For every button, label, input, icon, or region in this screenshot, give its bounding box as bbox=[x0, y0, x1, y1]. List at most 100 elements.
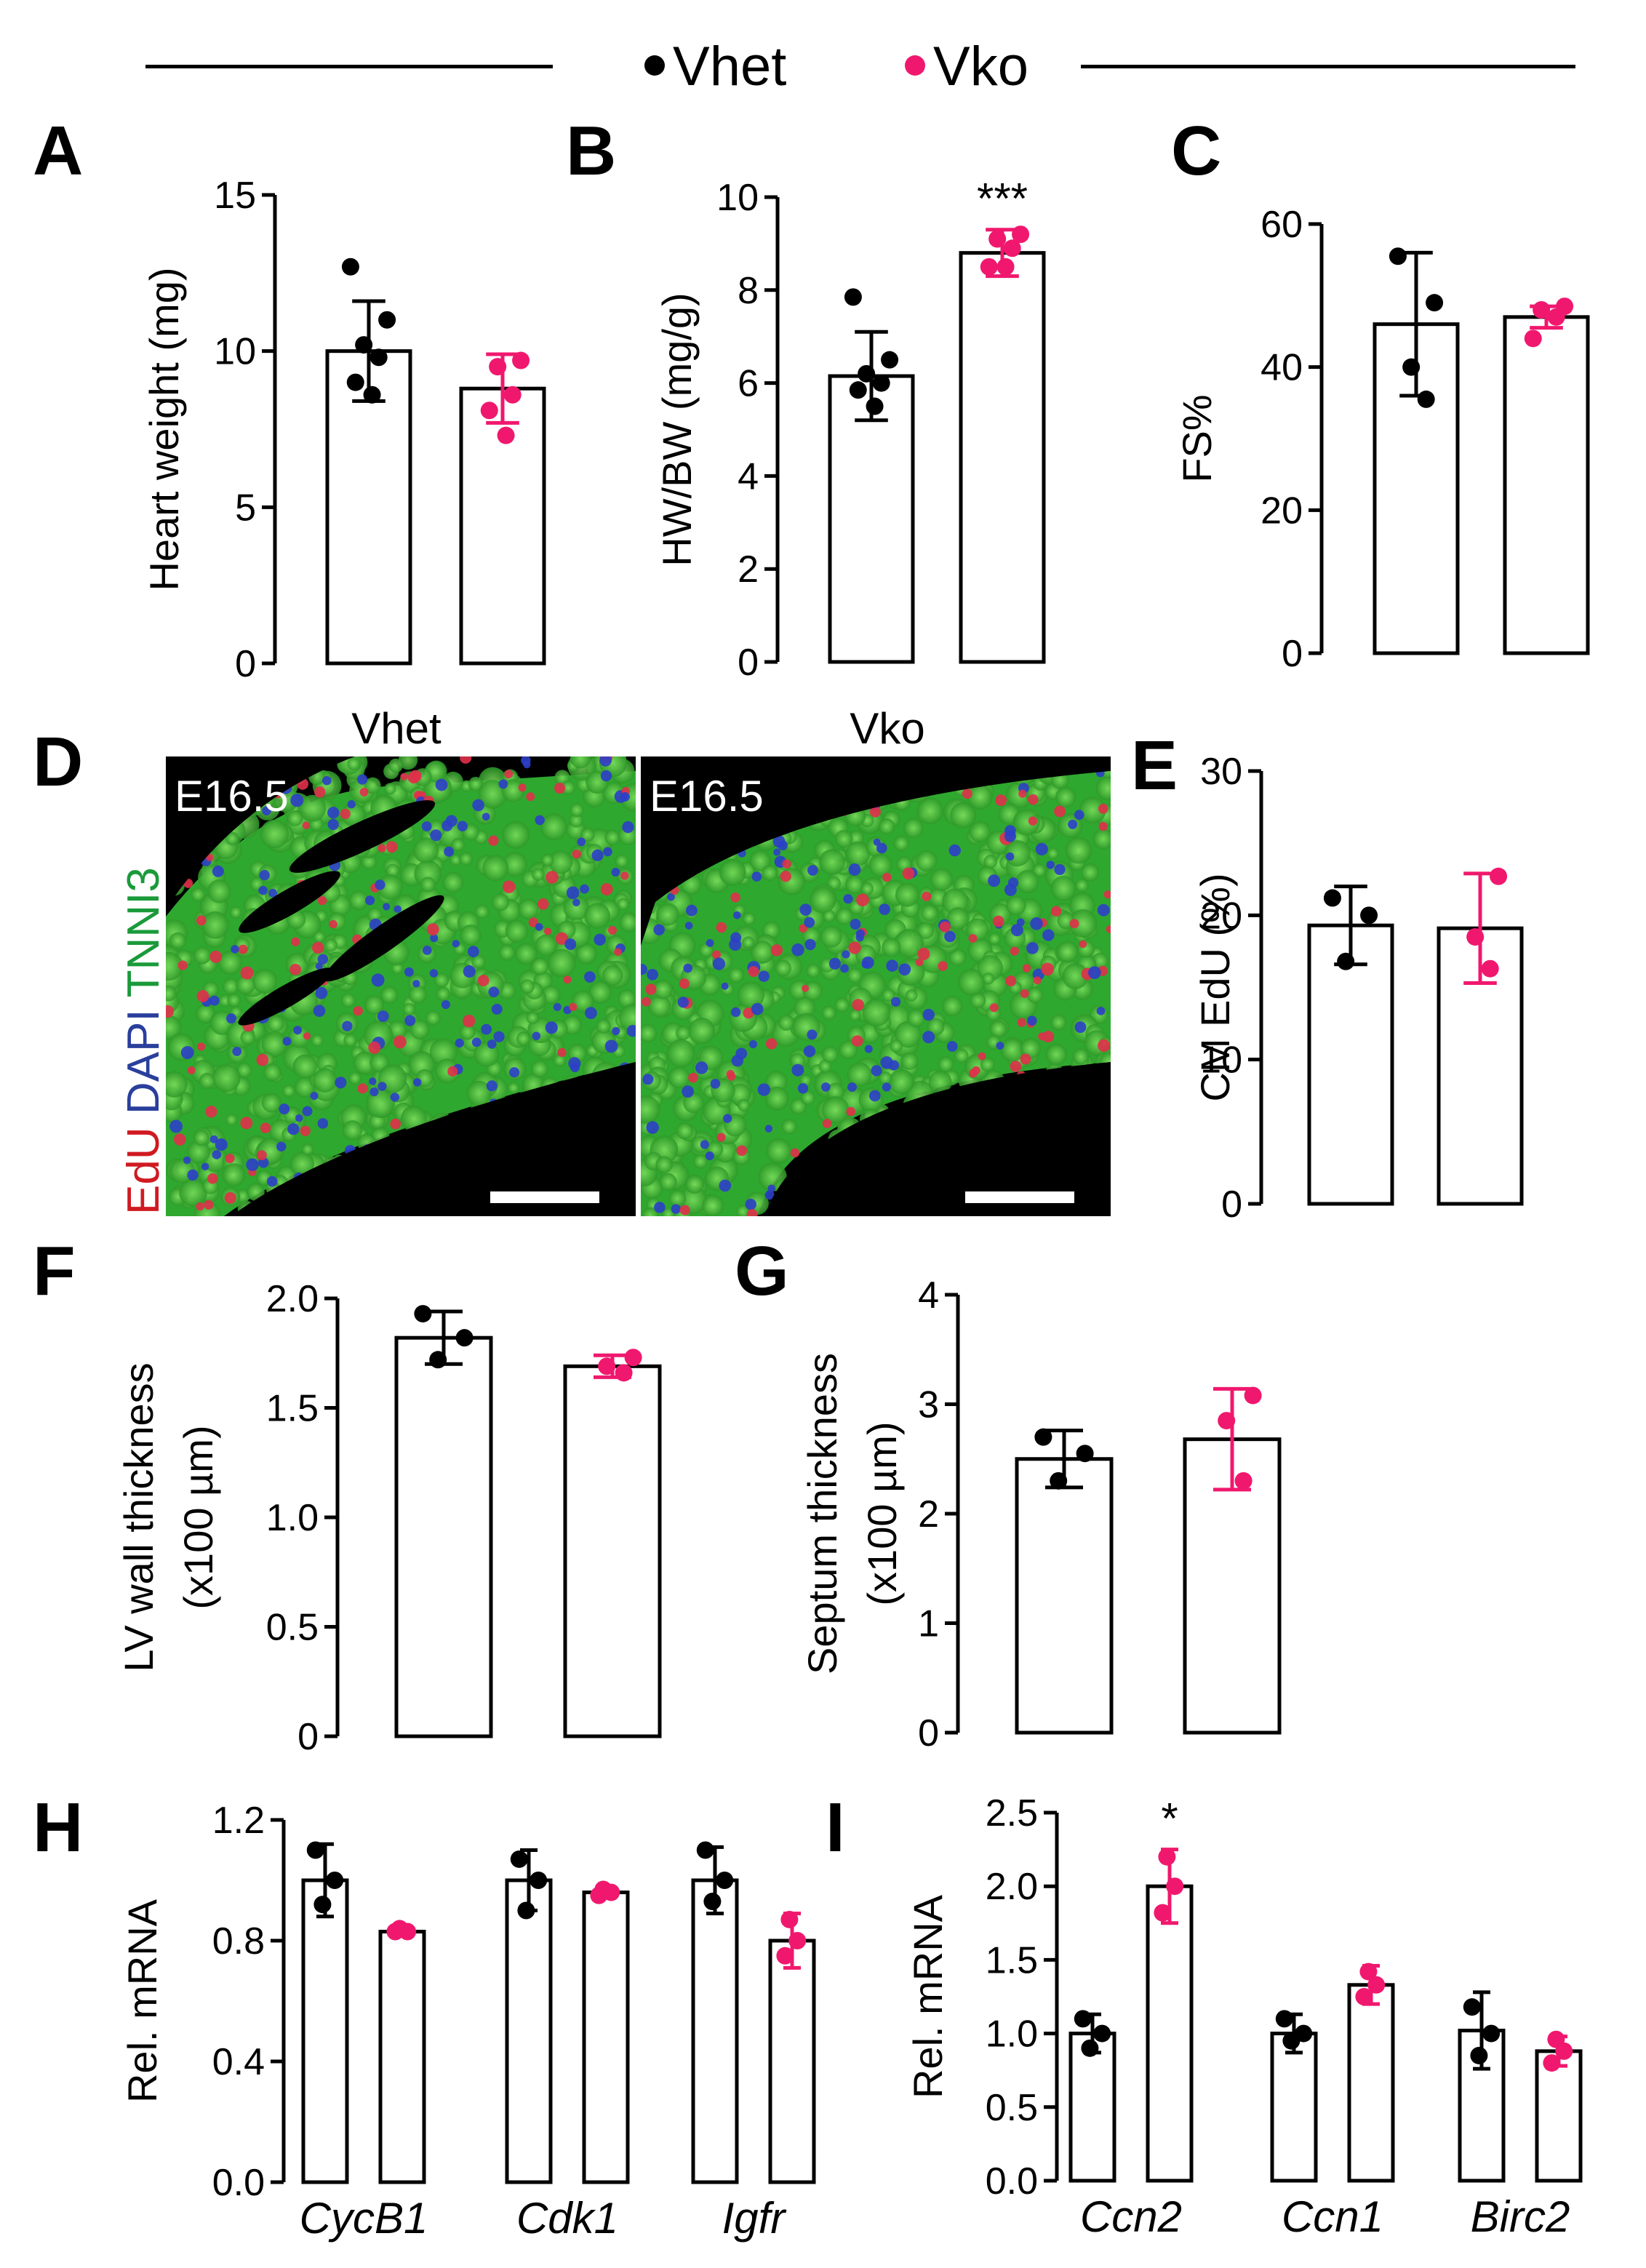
cell bbox=[364, 994, 384, 1015]
cell bbox=[471, 954, 486, 969]
stain-dapi: DAPI bbox=[119, 1009, 169, 1127]
dapi-nucleus bbox=[1028, 794, 1039, 805]
cell bbox=[287, 810, 303, 826]
edu-nucleus bbox=[209, 950, 223, 963]
data-point bbox=[429, 1351, 447, 1369]
dapi-nucleus bbox=[238, 944, 248, 954]
edu-nucleus bbox=[554, 782, 566, 794]
cell bbox=[505, 919, 529, 943]
y-tick-label: 20 bbox=[1200, 895, 1242, 937]
dapi-nucleus bbox=[276, 1141, 287, 1152]
edu-nucleus bbox=[1087, 966, 1101, 980]
edu-nucleus bbox=[322, 775, 332, 786]
data-point bbox=[1543, 2054, 1561, 2072]
data-point bbox=[512, 351, 530, 370]
scale-bar bbox=[490, 1191, 599, 1203]
dapi-nucleus bbox=[421, 821, 432, 831]
y-tick-label: 15 bbox=[214, 175, 256, 217]
cell bbox=[1050, 1014, 1067, 1031]
panel-label: B bbox=[566, 112, 616, 190]
micrograph-tissue bbox=[166, 756, 636, 1216]
edu-nucleus bbox=[843, 894, 853, 904]
edu-nucleus bbox=[828, 957, 842, 970]
dapi-nucleus bbox=[481, 1023, 492, 1035]
cell bbox=[1032, 863, 1047, 878]
edu-nucleus bbox=[487, 1039, 497, 1049]
dapi-nucleus bbox=[710, 1079, 721, 1089]
cell bbox=[764, 1086, 789, 1111]
cell bbox=[450, 853, 462, 866]
edu-nucleus bbox=[751, 1002, 764, 1015]
chart-f: 0 0.5 1.0 1.5 2.0 LV wall thickness (x100 µm) F bbox=[33, 1232, 662, 1758]
cell bbox=[619, 912, 636, 933]
significance-marker: *** bbox=[977, 175, 1028, 223]
cell bbox=[1045, 1043, 1068, 1066]
dapi-nucleus bbox=[317, 896, 327, 906]
legend-marker-vko bbox=[905, 55, 925, 76]
cell bbox=[1075, 878, 1089, 893]
edu-nucleus bbox=[852, 999, 864, 1011]
cell bbox=[282, 1084, 295, 1098]
dapi-nucleus bbox=[886, 959, 898, 972]
bar bbox=[378, 1930, 426, 2184]
edu-nucleus bbox=[641, 964, 647, 975]
bar bbox=[325, 349, 412, 666]
y-tick-label: 10 bbox=[1200, 1039, 1242, 1082]
dapi-nucleus bbox=[569, 1002, 578, 1011]
dapi-nucleus bbox=[357, 1083, 368, 1094]
dapi-nucleus bbox=[287, 1123, 300, 1135]
cell bbox=[781, 1119, 797, 1135]
cell bbox=[547, 949, 576, 978]
cell bbox=[889, 1069, 914, 1095]
edu-nucleus bbox=[864, 1045, 873, 1053]
panel-label: I bbox=[826, 1789, 845, 1866]
dapi-nucleus bbox=[712, 957, 726, 970]
data-point bbox=[386, 1922, 404, 1941]
cell bbox=[384, 783, 396, 795]
cell bbox=[982, 973, 994, 985]
dapi-nucleus bbox=[751, 871, 762, 882]
dapi-nucleus bbox=[641, 997, 651, 1007]
edu-nucleus bbox=[279, 1103, 290, 1115]
cell bbox=[928, 1070, 952, 1094]
cell bbox=[466, 1080, 492, 1106]
dapi-nucleus bbox=[412, 980, 420, 988]
edu-nucleus bbox=[572, 849, 581, 859]
dapi-nucleus bbox=[422, 946, 432, 955]
y-tick-label: 5 bbox=[235, 487, 256, 529]
cell bbox=[648, 994, 671, 1018]
dapi-nucleus bbox=[804, 917, 815, 928]
cell bbox=[1081, 863, 1100, 882]
data-point bbox=[1074, 2010, 1092, 2028]
background-corner-bottom bbox=[231, 1062, 636, 1216]
cell bbox=[821, 1096, 850, 1124]
dapi-nucleus bbox=[312, 941, 324, 954]
data-point bbox=[489, 358, 507, 376]
cell bbox=[642, 1207, 659, 1216]
cell bbox=[436, 986, 450, 1002]
bar bbox=[768, 1938, 816, 2184]
cell bbox=[946, 907, 970, 930]
dapi-nucleus bbox=[840, 964, 849, 973]
edu-nucleus bbox=[603, 847, 612, 857]
data-point bbox=[1490, 867, 1508, 885]
data-point bbox=[1402, 358, 1421, 376]
stain-label: EdU DAPI TNNI3 bbox=[119, 867, 169, 1215]
cell bbox=[983, 855, 997, 869]
cell bbox=[604, 829, 620, 845]
dapi-nucleus bbox=[917, 947, 930, 961]
dapi-nucleus bbox=[457, 820, 468, 831]
dapi-nucleus bbox=[611, 867, 620, 877]
cell bbox=[1079, 796, 1106, 824]
tissue-cleft bbox=[238, 967, 334, 1026]
dapi-nucleus bbox=[962, 788, 972, 799]
dapi-nucleus bbox=[313, 1005, 326, 1018]
cell bbox=[893, 835, 909, 852]
cell bbox=[588, 981, 612, 1005]
cell bbox=[1092, 828, 1111, 850]
cell bbox=[1055, 786, 1076, 808]
cell bbox=[602, 965, 623, 986]
dapi-nucleus bbox=[302, 1106, 313, 1117]
dapi-nucleus bbox=[544, 927, 552, 935]
edu-nucleus bbox=[790, 1148, 800, 1158]
